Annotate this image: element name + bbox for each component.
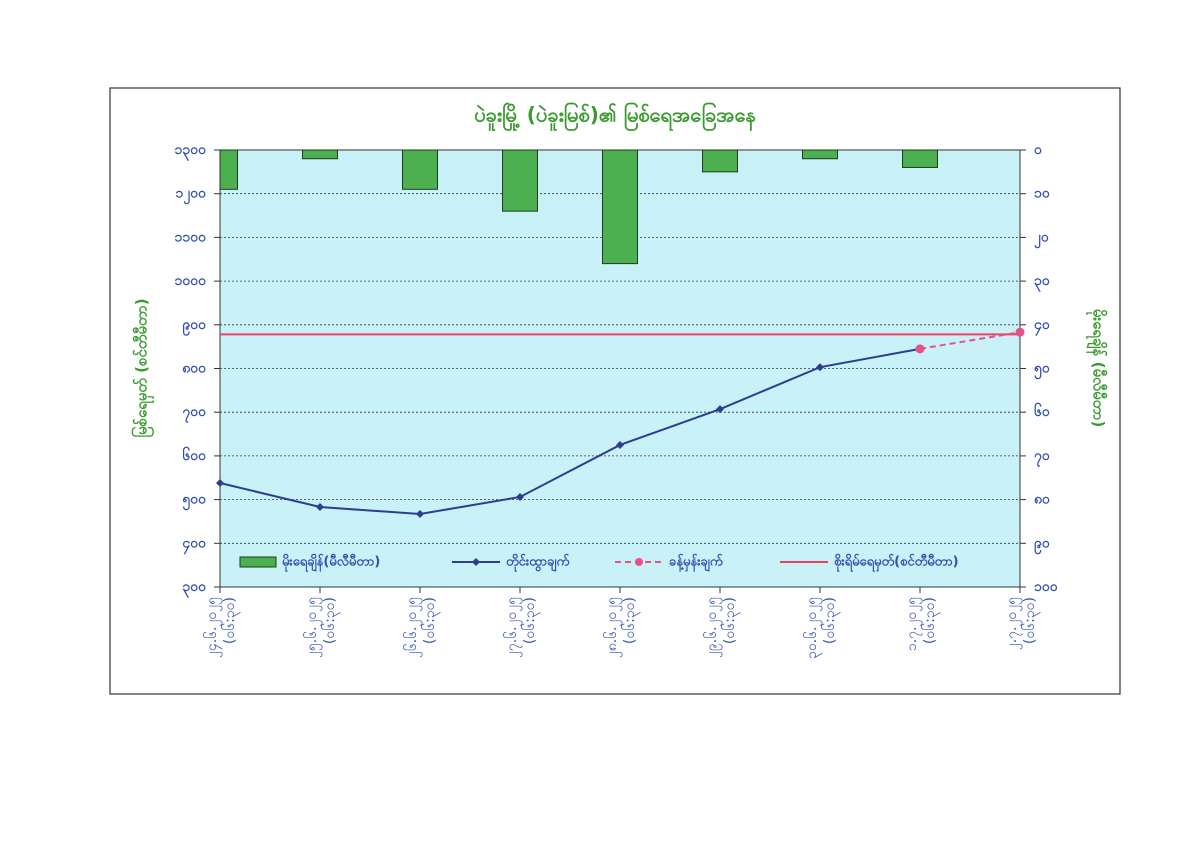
y-tick-label: ၅၀၀: [182, 492, 207, 511]
x-tick-label-time: (၀၆:၃၀): [422, 597, 440, 644]
y2-tick-label: ၁၀၀: [1034, 579, 1059, 595]
y-tick-label: ၁၁၀၀: [175, 229, 208, 245]
bar: [602, 149, 638, 265]
legend-label: စိုးရိမ်ရေမှတ်(စင်တီမီတာ): [834, 553, 959, 573]
x-tick-label: ၃၀.၆.၂၀၂၅: [804, 597, 822, 659]
y2-tick-label: ၁၀: [1034, 186, 1051, 202]
line: [919, 331, 1021, 350]
line: [219, 347, 921, 516]
marker: [316, 503, 324, 512]
y2-tick-label: ၅၀: [1034, 361, 1051, 380]
y-tick-label: ၈၀၀: [182, 361, 207, 377]
x-tick-label-time: (၀၆:၃၀): [722, 597, 740, 644]
marker: [1015, 327, 1025, 337]
y2-tick-label: ၈၀: [1034, 492, 1051, 508]
marker: [416, 510, 424, 519]
x-tick-label: ၂၄.၆.၂၀၂၅: [204, 597, 222, 658]
bar: [702, 149, 738, 173]
x-tick-label-time: (၀၆:၃၀): [222, 597, 240, 644]
y2-tick-label: ၉၀: [1034, 535, 1051, 554]
bar: [902, 149, 938, 168]
y2-axis-label: မိုးရေချိန် (မီလီမီတာ): [1086, 309, 1109, 428]
y2-tick-label: ၄၀: [1034, 317, 1051, 336]
y-tick-label: ၉၀၀: [182, 317, 207, 336]
x-tick-label-time: (၀၆:၃၀): [522, 597, 540, 644]
x-tick-label: ၂၉.၆.၂၀၂၅: [704, 597, 722, 658]
y2-tick-label: ၀: [1034, 142, 1043, 158]
bar: [802, 149, 838, 160]
x-tick-label-time: (၀၆:၃၀): [1022, 597, 1040, 644]
bar: [302, 149, 338, 160]
marker: [616, 440, 624, 449]
x-tick-label: ၁.၇.၂၀၂၅: [904, 597, 922, 651]
bar: [219, 149, 238, 190]
marker: [216, 478, 224, 487]
x-tick-label: ၂၅.၆.၂၀၂၅: [304, 597, 322, 658]
x-tick-label-time: (၀၆:၃၀): [622, 597, 640, 644]
y-tick-label: ၃၀၀: [182, 579, 207, 598]
legend-label: မိုးရေချိန်(မီလီမီတာ): [282, 553, 380, 573]
y-tick-label: ၁၂၀၀: [175, 186, 207, 205]
y2-tick-label: ၇၀: [1034, 448, 1051, 467]
bar: [502, 149, 538, 212]
y2-tick-label: ၆၀: [1034, 403, 1051, 420]
marker: [816, 363, 824, 372]
legend-swatch: [239, 556, 277, 568]
legend-label: ခန့်မှန်းချက်: [669, 553, 723, 573]
x-tick-label: ၂.၇.၂၀၂၅: [1004, 597, 1022, 650]
y-tick-label: ၆၀၀: [182, 447, 207, 464]
y-tick-label: ၇၀၀: [182, 404, 207, 423]
y2-tick-label: ၃၀: [1034, 273, 1051, 292]
y-tick-label: ၄၀၀: [182, 535, 207, 554]
x-tick-label: ၂၇.၆.၂၀၂၅: [504, 597, 522, 658]
x-tick-label: ၂၈.၆.၂၀၂၅: [604, 597, 622, 658]
x-tick-label: ၂၆.၆.၂၀၂၅: [404, 597, 422, 658]
marker: [915, 344, 925, 354]
bar: [402, 149, 438, 190]
x-tick-label-time: (၀၆:၃၀): [922, 597, 940, 644]
y-tick-label: ၁၀၀၀: [175, 273, 208, 289]
x-tick-label-time: (၀၆:၃၀): [322, 597, 340, 644]
legend-marker: [472, 558, 480, 566]
x-tick-label-time: (၀၆:၃၀): [822, 597, 840, 644]
legend-label: တိုင်းထွာချက်: [506, 553, 569, 573]
y2-tick-label: ၂၀: [1034, 229, 1050, 248]
y-tick-label: ၁၃၀၀: [175, 142, 208, 161]
legend-marker: [635, 558, 643, 566]
marker: [716, 405, 724, 414]
marker: [516, 492, 524, 501]
